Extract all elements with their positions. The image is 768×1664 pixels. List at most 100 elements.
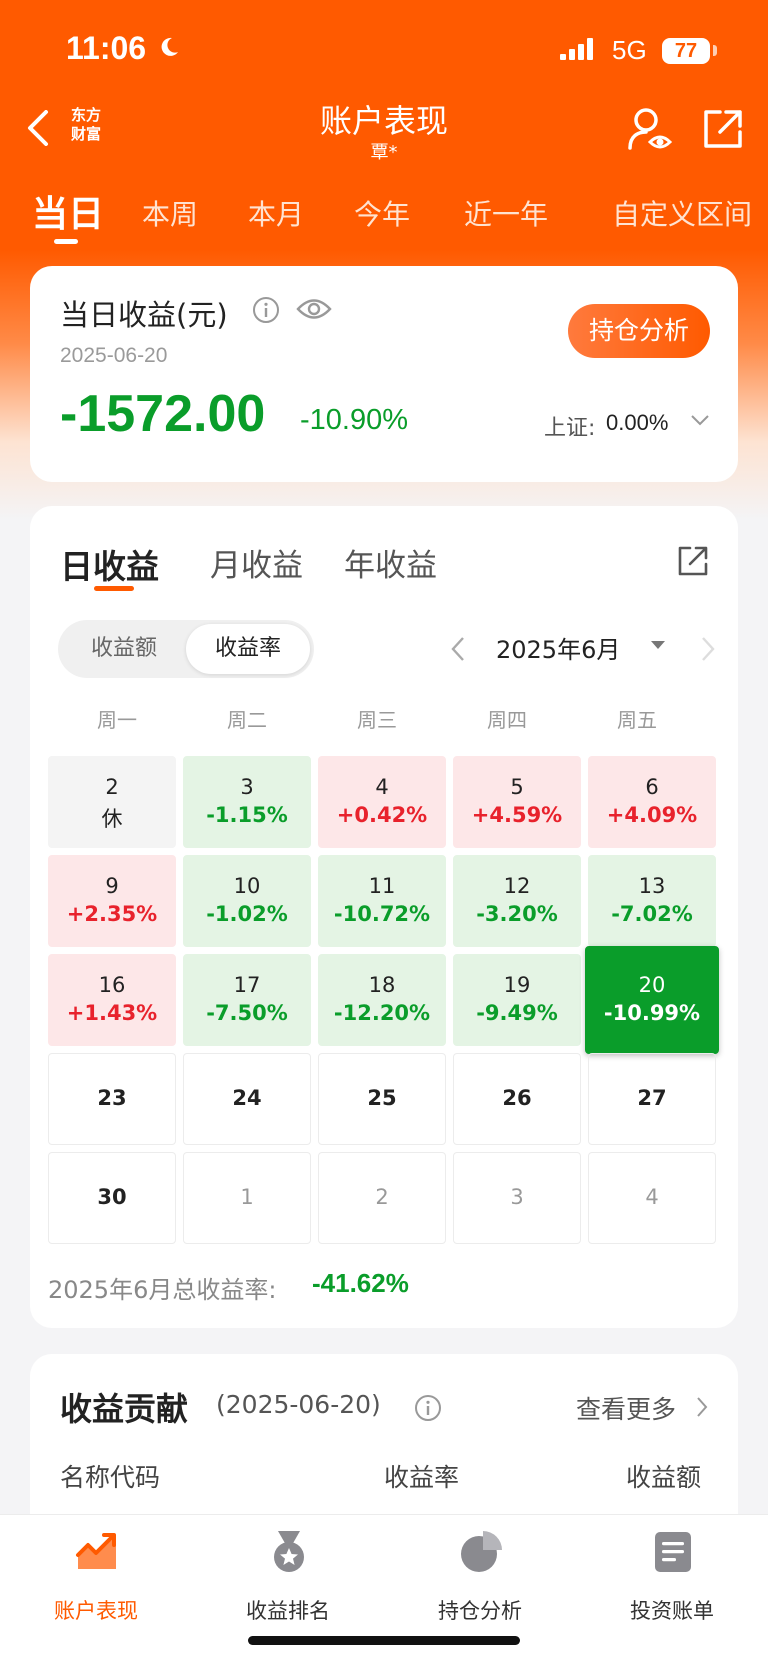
calendar-day-cell[interactable]: 26 [453,1053,581,1145]
trend-chart-icon [76,1533,116,1569]
holdings-analysis-button[interactable]: 持仓分析 [568,304,710,358]
tab-last-year[interactable]: 近一年 [464,198,549,231]
day-number: 23 [97,1086,127,1110]
column-return-amount[interactable]: 收益额 [626,1463,702,1492]
calendar-day-cell[interactable]: 24 [183,1053,311,1145]
page-title: 账户表现 [319,102,448,140]
moon-icon [161,37,178,56]
day-return: +4.59% [471,803,563,827]
tab-this-month[interactable]: 本月 [248,198,305,231]
daily-profit-value: -1572.00 [60,385,266,443]
battery-tip [713,45,717,56]
column-name-code: 名称代码 [60,1463,161,1492]
tab-yearly-returns[interactable]: 年收益 [344,548,437,584]
month-total-value: -41.62% [312,1268,409,1298]
chevron-down-icon[interactable] [690,414,710,426]
logo-text-1: 东方 [70,106,101,124]
bill-icon [655,1532,691,1572]
day-number: 9 [105,874,119,898]
period-tabs: 当日 本周 本月 今年 近一年 自定义区间 [0,185,768,245]
calendar-day-cell[interactable]: 13 -7.02% [588,855,716,947]
tab-monthly-returns[interactable]: 月收益 [210,548,303,584]
nav-label: 收益排名 [246,1599,330,1623]
day-number: 17 [233,973,261,997]
day-return: -7.50% [206,1001,288,1025]
returns-tab-indicator [94,586,134,591]
tab-this-week[interactable]: 本周 [142,198,199,231]
user-view-icon[interactable] [628,106,674,152]
medal-icon [274,1531,304,1572]
calendar-day-cell[interactable]: 27 [588,1053,716,1145]
tab-this-year[interactable]: 今年 [354,198,411,231]
day-number: 2 [375,1185,389,1209]
weekday-mon: 周一 [97,708,137,732]
day-number: 5 [510,775,524,799]
calendar-day-cell[interactable]: 17 -7.50% [183,954,311,1046]
day-number: 3 [240,775,254,799]
calendar-day-cell[interactable]: 9 +2.35% [48,855,176,947]
calendar-day-cell[interactable]: 3 [453,1152,581,1244]
day-number: 11 [368,874,396,898]
day-number: 2 [105,775,119,799]
calendar-day-cell[interactable]: 2 [318,1152,446,1244]
calendar-day-cell[interactable]: 12 -3.20% [453,855,581,947]
share-icon[interactable] [676,544,710,578]
account-name: 覃* [370,142,398,163]
toggle-rate[interactable]: 收益率 [186,624,310,674]
pie-chart-icon [461,1531,502,1572]
calendar-day-cell[interactable]: 30 [48,1152,176,1244]
view-more-link[interactable]: 查看更多 [576,1395,677,1424]
calendar-day-cell[interactable]: 1 [183,1152,311,1244]
tab-daily-returns[interactable]: 日收益 [60,547,159,586]
calendar-day-cell[interactable]: 25 [318,1053,446,1145]
info-icon[interactable] [252,296,280,324]
tab-active-indicator [54,239,78,244]
calendar-day-cell[interactable]: 6 +4.09% [588,756,716,848]
calendar-day-cell[interactable]: 5 +4.59% [453,756,581,848]
index-value[interactable]: 0.00% [606,410,669,435]
day-number: 16 [98,973,126,997]
day-number: 1 [240,1185,254,1209]
logo-text-2: 财富 [70,125,101,143]
info-icon[interactable] [414,1394,442,1422]
network-type: 5G [612,35,647,65]
calendar-day-cell[interactable]: 23 [48,1053,176,1145]
weekday-wed: 周三 [357,708,397,732]
month-selector[interactable]: 2025年6月 [496,636,621,664]
next-month-icon[interactable] [700,636,716,662]
status-bar: 11:06 5G 77 [0,0,768,100]
day-number: 13 [638,874,666,898]
returns-calendar-card: 日收益 月收益 年收益 收益额 收益率 2025年6月 周一 周二 周三 周四 … [30,506,738,1328]
calendar-day-cell[interactable]: 18 -12.20% [318,954,446,1046]
day-return: -10.72% [333,902,431,926]
calendar-day-cell[interactable]: 16 +1.43% [48,954,176,1046]
share-icon[interactable] [702,108,744,150]
calendar-day-cell[interactable]: 20 -10.99% [585,946,719,1054]
prev-month-icon[interactable] [450,636,466,662]
calendar-day-cell[interactable]: 11 -10.72% [318,855,446,947]
index-label[interactable]: 上证: [544,416,596,441]
calendar-day-cell[interactable]: 4 +0.42% [318,756,446,848]
calendar-day-cell[interactable]: 3 -1.15% [183,756,311,848]
tab-custom-range[interactable]: 自定义区间 [612,198,753,231]
day-return: +1.43% [66,1001,158,1025]
weekday-thu: 周四 [487,708,527,732]
toggle-amount[interactable]: 收益额 [90,636,157,661]
day-number: 27 [637,1086,667,1110]
chevron-right-icon[interactable] [696,1396,708,1418]
calendar-day-cell[interactable]: 19 -9.49% [453,954,581,1046]
caret-down-icon[interactable] [650,640,666,650]
back-arrow-icon[interactable] [26,110,50,146]
eye-icon[interactable] [296,296,332,322]
nav-label: 账户表现 [54,1599,138,1623]
tab-today[interactable]: 当日 [32,194,105,235]
calendar-day-cell[interactable]: 4 [588,1152,716,1244]
nav-bar: 东方 财富 账户表现 覃* [0,90,768,170]
day-number: 3 [510,1185,524,1209]
column-return-rate[interactable]: 收益率 [384,1463,460,1492]
day-return: -3.20% [476,902,558,926]
calendar-day-cell[interactable]: 10 -1.02% [183,855,311,947]
daily-profit-percent: -10.90% [300,404,409,436]
day-number: 26 [502,1086,532,1110]
